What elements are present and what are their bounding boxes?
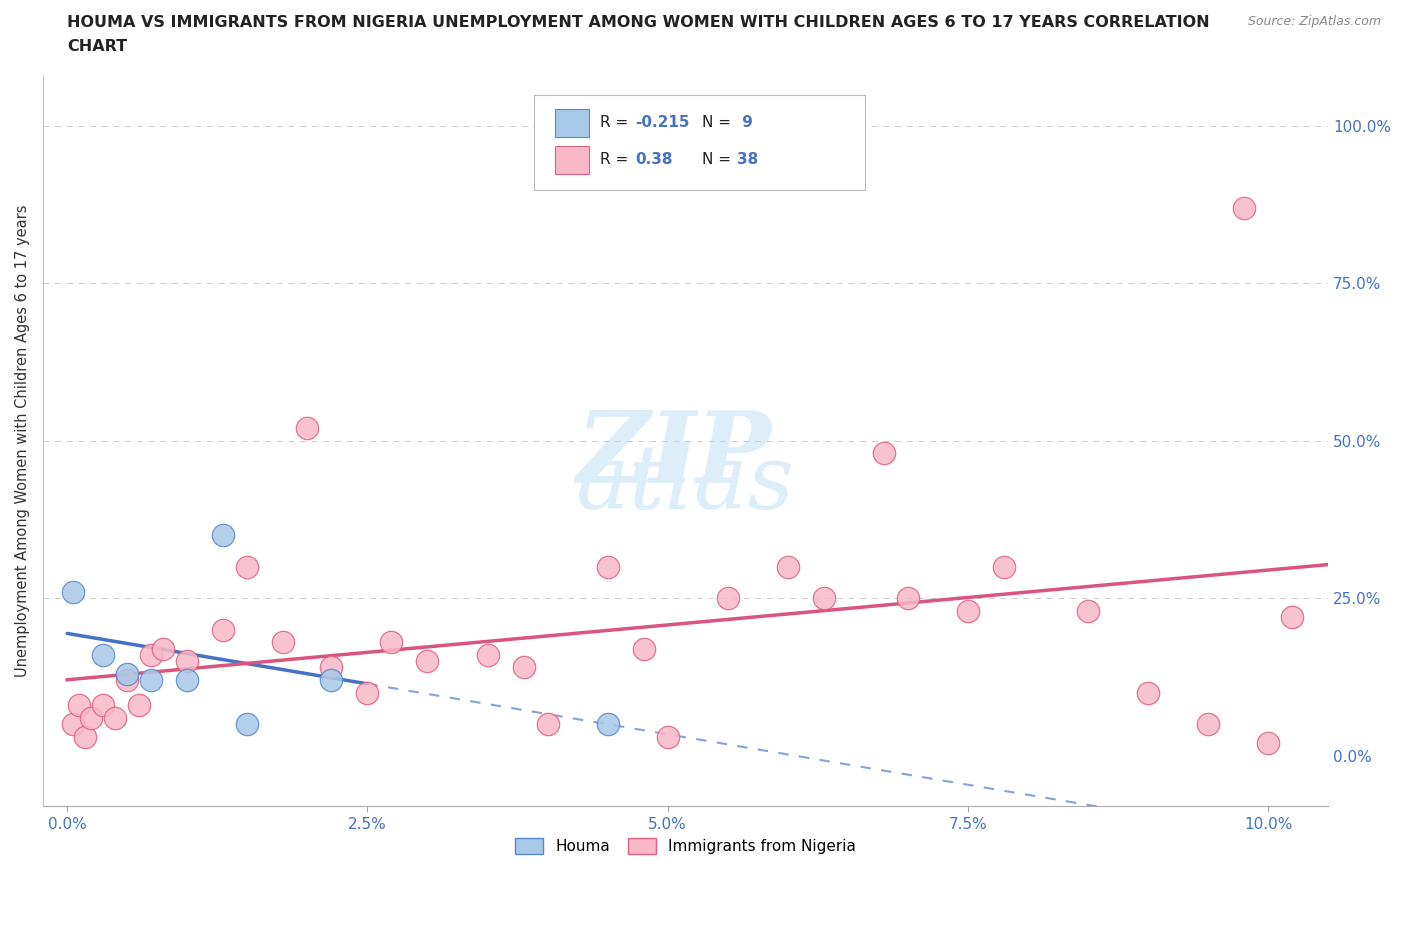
Point xyxy=(657,729,679,744)
Text: 9: 9 xyxy=(737,115,752,130)
Point xyxy=(356,685,378,700)
Text: N =: N = xyxy=(702,153,735,167)
Point xyxy=(176,654,198,669)
Point xyxy=(80,711,103,725)
Point xyxy=(62,584,84,599)
Point xyxy=(273,635,295,650)
Point xyxy=(236,717,259,732)
Point xyxy=(176,672,198,687)
Point xyxy=(117,666,139,681)
Point xyxy=(1077,604,1099,618)
Text: Source: ZipAtlas.com: Source: ZipAtlas.com xyxy=(1247,15,1381,28)
Point xyxy=(813,591,835,605)
Point xyxy=(477,647,499,662)
Point xyxy=(321,672,343,687)
Point xyxy=(297,420,319,435)
Point xyxy=(1197,717,1219,732)
Point xyxy=(873,445,896,460)
Point xyxy=(897,591,920,605)
Text: R =: R = xyxy=(600,153,634,167)
Point xyxy=(956,604,979,618)
Text: ZIP: ZIP xyxy=(576,407,772,503)
Point xyxy=(596,559,619,574)
Y-axis label: Unemployment Among Women with Children Ages 6 to 17 years: Unemployment Among Women with Children A… xyxy=(15,205,30,677)
Point xyxy=(67,698,90,712)
Point xyxy=(75,729,97,744)
Point xyxy=(1281,609,1303,624)
Text: CHART: CHART xyxy=(67,39,128,54)
Point xyxy=(62,717,84,732)
Point xyxy=(321,660,343,675)
Point xyxy=(993,559,1015,574)
Legend: Houma, Immigrants from Nigeria: Houma, Immigrants from Nigeria xyxy=(509,832,862,860)
Point xyxy=(128,698,150,712)
Point xyxy=(776,559,799,574)
Point xyxy=(236,559,259,574)
Point xyxy=(91,698,114,712)
Text: 0.38: 0.38 xyxy=(636,153,673,167)
Point xyxy=(536,717,558,732)
Point xyxy=(596,717,619,732)
Point xyxy=(1137,685,1160,700)
Point xyxy=(512,660,534,675)
Point xyxy=(117,672,139,687)
Text: HOUMA VS IMMIGRANTS FROM NIGERIA UNEMPLOYMENT AMONG WOMEN WITH CHILDREN AGES 6 T: HOUMA VS IMMIGRANTS FROM NIGERIA UNEMPLO… xyxy=(67,15,1211,30)
Point xyxy=(416,654,439,669)
Point xyxy=(717,591,740,605)
Point xyxy=(633,641,655,656)
Text: -0.215: -0.215 xyxy=(636,115,690,130)
Point xyxy=(91,647,114,662)
Point xyxy=(141,647,163,662)
Text: N =: N = xyxy=(702,115,735,130)
Point xyxy=(212,622,235,637)
Point xyxy=(380,635,402,650)
Point xyxy=(212,527,235,542)
Point xyxy=(1233,200,1256,215)
Point xyxy=(152,641,174,656)
Point xyxy=(141,672,163,687)
Point xyxy=(1257,736,1279,751)
Text: R =: R = xyxy=(600,115,634,130)
Text: 38: 38 xyxy=(737,153,758,167)
Point xyxy=(104,711,127,725)
Text: atlas: atlas xyxy=(576,441,796,528)
